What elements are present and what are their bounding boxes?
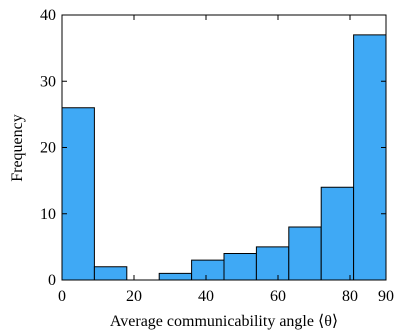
x-axis-label: Average communicability angle ⟨θ⟩ [110, 313, 338, 330]
histogram-bar [353, 34, 387, 281]
x-tick-label: 0 [58, 288, 66, 305]
y-tick-label: 40 [40, 7, 56, 24]
histogram-bar [158, 272, 193, 281]
x-tick-label: 80 [342, 288, 358, 305]
histogram-bar [223, 253, 257, 281]
x-tick-label: 40 [198, 288, 214, 305]
y-tick-label: 10 [40, 206, 56, 223]
histogram-bar [255, 246, 290, 281]
bars-group [61, 34, 387, 281]
histogram-bar [61, 107, 95, 281]
y-tick-label: 20 [40, 140, 56, 157]
y-axis-label: Frequency [9, 114, 26, 182]
y-tick-label: 30 [40, 73, 56, 90]
y-tick-label: 0 [48, 272, 56, 289]
ticks-group: 0 10 20 30 40 0 20 40 60 80 90 [40, 7, 394, 305]
histogram-bar [93, 266, 128, 281]
histogram-bar [320, 186, 355, 281]
x-tick-label: 60 [270, 288, 286, 305]
histogram-bar [191, 259, 225, 281]
x-tick-label: 20 [126, 288, 142, 305]
histogram-bar [288, 226, 322, 281]
x-tick-label: 90 [378, 288, 394, 305]
